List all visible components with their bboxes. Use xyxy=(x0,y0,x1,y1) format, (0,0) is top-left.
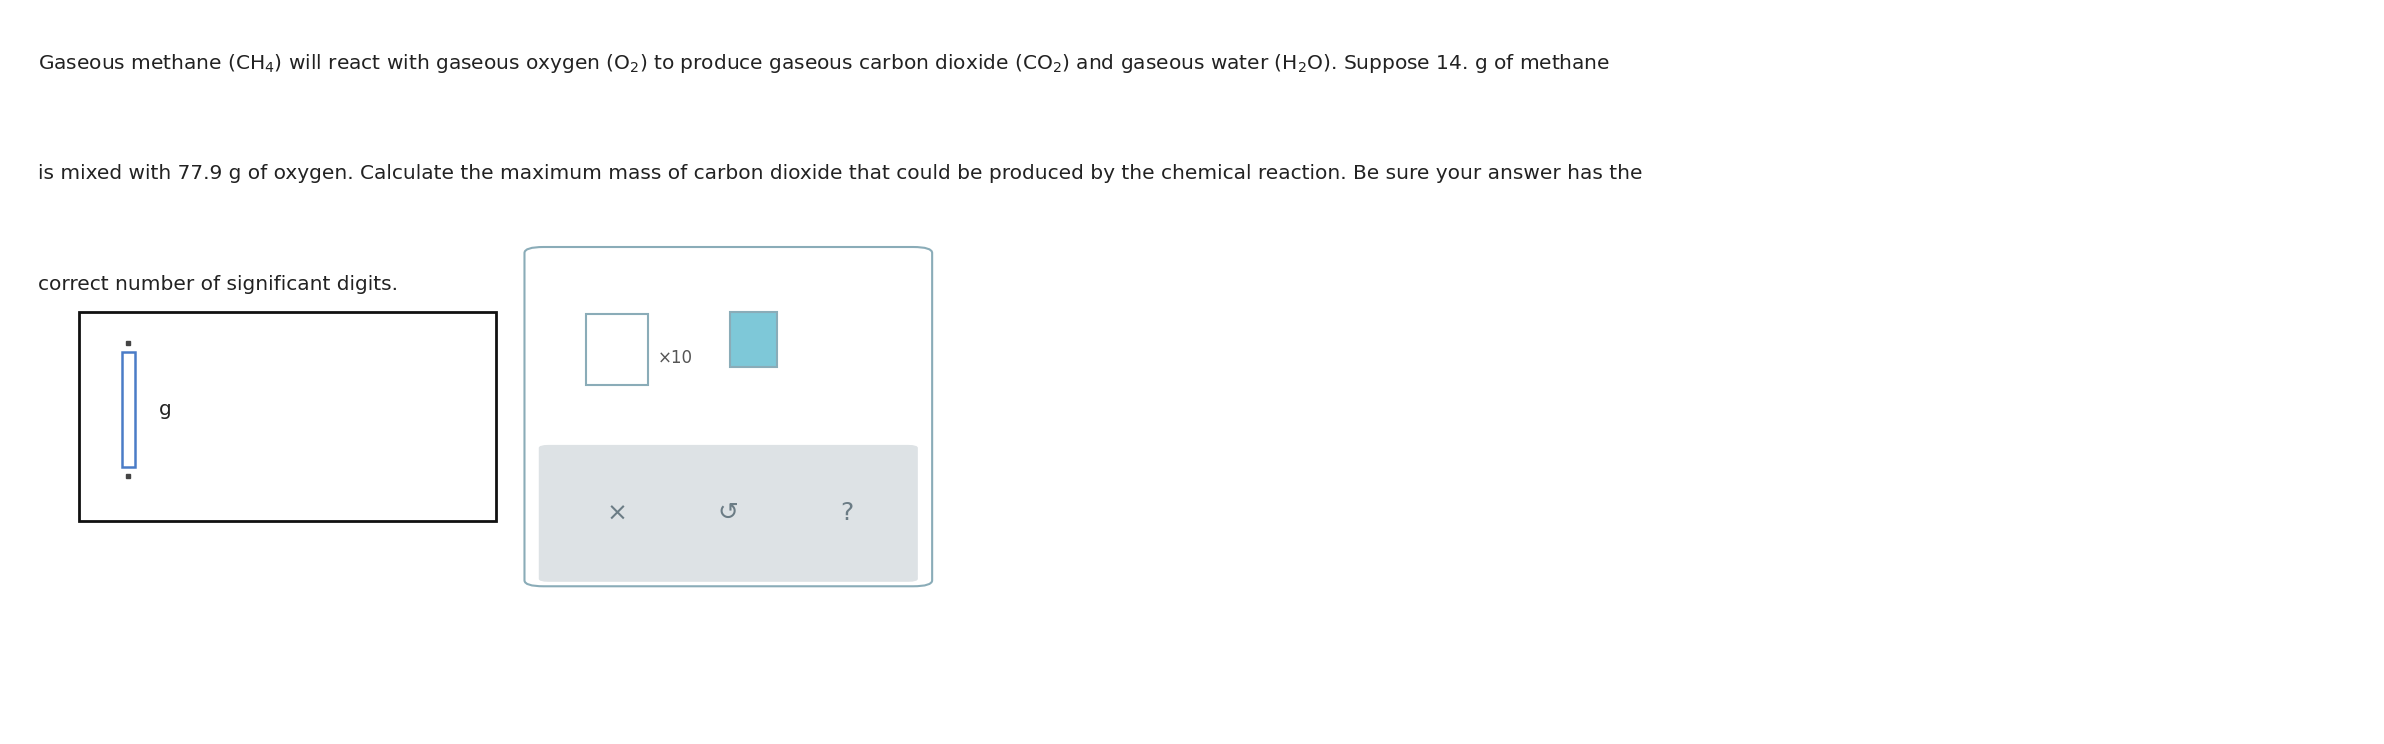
Bar xyxy=(122,352,134,467)
Text: ?: ? xyxy=(839,501,853,525)
Bar xyxy=(79,312,496,521)
Bar xyxy=(586,314,648,385)
Text: ×10: ×10 xyxy=(658,350,694,368)
FancyBboxPatch shape xyxy=(539,445,918,582)
FancyBboxPatch shape xyxy=(524,247,932,586)
Bar xyxy=(730,312,777,368)
Text: g: g xyxy=(157,400,172,419)
Text: ×: × xyxy=(608,501,627,525)
Text: Gaseous methane $\left(\mathrm{CH_4}\right)$ will react with gaseous oxygen $\le: Gaseous methane $\left(\mathrm{CH_4}\rig… xyxy=(38,52,1609,75)
Text: correct number of significant digits.: correct number of significant digits. xyxy=(38,275,398,295)
Text: is mixed with 77.9 g of oxygen. Calculate the maximum mass of carbon dioxide tha: is mixed with 77.9 g of oxygen. Calculat… xyxy=(38,164,1643,183)
Text: ↺: ↺ xyxy=(718,501,739,525)
